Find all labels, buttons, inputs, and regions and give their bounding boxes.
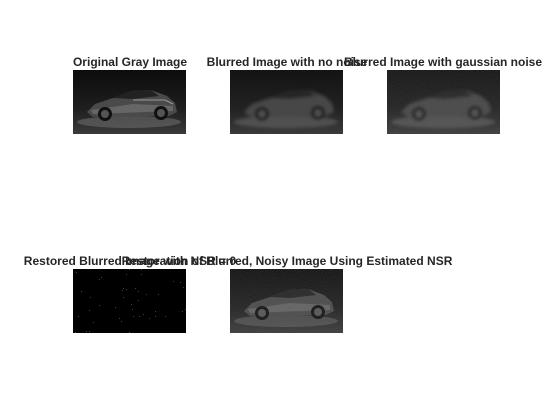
- car-image-original: [73, 70, 186, 134]
- car-image-blurred-noisy: [387, 70, 500, 134]
- car-image-restored-estimated-nsr: [230, 269, 343, 333]
- panel-title-original: Original Gray Image: [72, 55, 188, 69]
- image-axes-restored-estimated-nsr: [230, 269, 343, 333]
- image-axes-original: [73, 70, 186, 134]
- image-axes-restored-nsr0: [73, 269, 186, 333]
- image-axes-blurred-noisy: [387, 70, 500, 134]
- panel-title-restored-estimated-nsr: Restoration of Blurred, Noisy Image Usin…: [121, 254, 453, 268]
- panel-title-blurred: Blurred Image with no noise: [206, 55, 368, 69]
- noise-image-restored-nsr0: [73, 269, 186, 333]
- panel-title-restored-nsr0: Restored Blurred Image with NSR = 0: [23, 254, 237, 268]
- image-axes-blurred: [230, 70, 343, 134]
- panel-title-blurred-noisy: Blurred Image with gaussian noise: [343, 55, 543, 69]
- car-image-blurred: [230, 70, 343, 134]
